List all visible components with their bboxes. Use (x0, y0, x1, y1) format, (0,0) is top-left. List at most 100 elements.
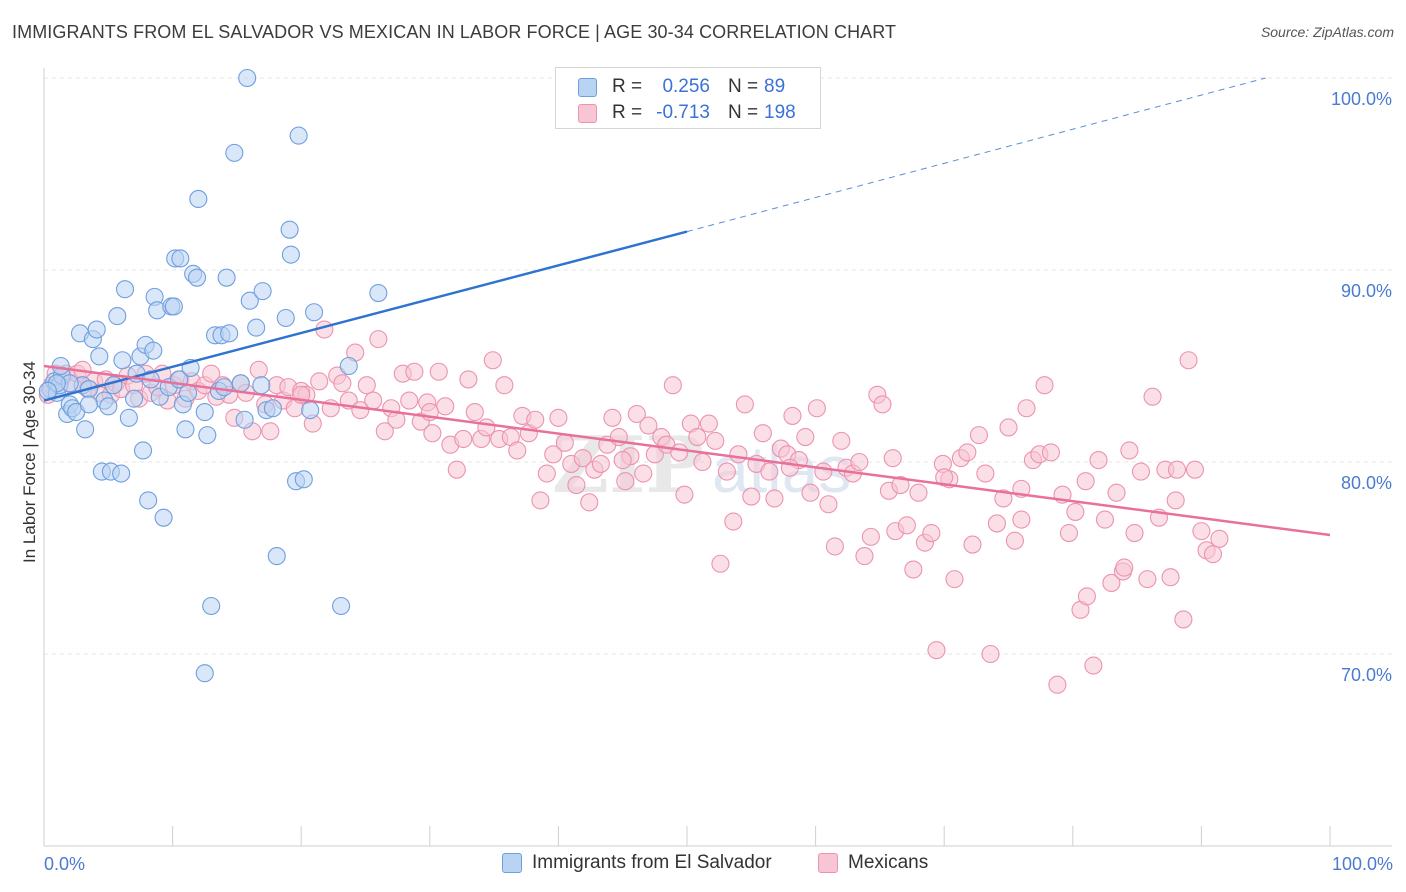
point-el-salvador (133, 441, 153, 460)
point-el-salvador (252, 376, 271, 395)
point-mexicans (202, 364, 221, 383)
point-el-salvador (139, 491, 158, 510)
correlation-legend: R = 0.256 N = 89 R = -0.713 N = 198 (555, 67, 821, 129)
y-tick-label: 90.0% (1341, 281, 1392, 301)
point-el-salvador (369, 283, 388, 303)
point-mexicans (537, 464, 556, 483)
point-mexicans (508, 441, 527, 460)
point-mexicans (544, 445, 563, 464)
point-mexicans (987, 514, 1006, 533)
point-mexicans (883, 449, 902, 468)
point-mexicans (1066, 502, 1085, 521)
point-el-salvador (79, 395, 99, 414)
point-mexicans (922, 523, 941, 543)
point-mexicans (1143, 387, 1162, 406)
legend-label-mexicans: Mexicans (848, 852, 929, 873)
legend-n-value: 198 (764, 102, 796, 123)
point-mexicans (999, 418, 1018, 437)
legend-swatch-blue (502, 853, 522, 873)
point-mexicans (555, 433, 574, 452)
point-mexicans (1210, 529, 1229, 548)
point-el-salvador (220, 324, 239, 343)
point-mexicans (801, 483, 820, 502)
point-el-salvador (198, 426, 217, 445)
point-mexicans (958, 443, 977, 462)
point-el-salvador (176, 420, 195, 439)
point-mexicans (1012, 510, 1031, 529)
point-mexicans (375, 422, 394, 441)
trend-lines (43, 77, 1331, 537)
point-el-salvador (115, 280, 135, 299)
point-mexicans (357, 376, 376, 395)
point-mexicans (688, 427, 707, 447)
legend-swatch-blue (578, 77, 597, 97)
point-mexicans (807, 399, 826, 418)
point-mexicans (897, 516, 916, 535)
point-mexicans (783, 406, 802, 425)
legend-r-value: -0.713 (656, 102, 710, 123)
point-mexicans (369, 330, 388, 349)
axes (43, 68, 1392, 847)
legend-n-label: N = (728, 76, 759, 97)
point-el-salvador (124, 389, 144, 408)
point-mexicans (861, 527, 880, 546)
point-mexicans (639, 416, 658, 435)
point-el-salvador (280, 220, 299, 239)
point-el-salvador (305, 303, 324, 322)
point-el-salvador (289, 126, 308, 145)
point-el-salvador (253, 282, 272, 301)
point-mexicans (675, 485, 694, 504)
legend-item-el-salvador: Immigrants from El Salvador (502, 852, 772, 874)
point-mexicans (1161, 568, 1180, 587)
point-el-salvador (263, 399, 282, 418)
point-el-salvador (281, 245, 300, 264)
point-el-salvador (76, 420, 95, 439)
trend-line-el-salvador-extension (686, 77, 1266, 233)
x-tick-label-min: 0.0% (44, 854, 85, 874)
point-mexicans (735, 395, 754, 414)
point-mexicans (333, 374, 352, 393)
point-mexicans (1179, 351, 1198, 370)
point-mexicans (526, 410, 545, 429)
point-el-salvador (294, 470, 313, 489)
point-el-salvador (214, 378, 234, 397)
point-el-salvador (202, 596, 221, 616)
point-mexicans (699, 414, 718, 433)
point-mexicans (459, 370, 478, 389)
point-mexicans (454, 429, 473, 449)
point-mexicans (1035, 376, 1054, 395)
point-mexicans (825, 537, 844, 556)
point-mexicans (1203, 545, 1223, 564)
point-mexicans (531, 491, 550, 510)
point-mexicans (969, 426, 988, 445)
point-mexicans (591, 454, 610, 473)
point-mexicans (729, 445, 748, 464)
x-tick-label-max: 100.0% (1332, 854, 1393, 874)
point-mexicans (249, 360, 268, 379)
point-el-salvador (235, 410, 254, 429)
legend-r-value: 0.256 (662, 76, 710, 97)
point-el-salvador (339, 356, 358, 376)
point-mexicans (765, 489, 784, 508)
point-mexicans (616, 472, 635, 491)
point-el-salvador (240, 291, 259, 310)
point-el-salvador (225, 143, 244, 162)
legend-item-mexicans: Mexicans (818, 852, 928, 874)
legend-swatch-pink (578, 103, 597, 123)
point-mexicans (1115, 558, 1134, 577)
point-mexicans (1102, 573, 1121, 593)
point-mexicans (706, 431, 725, 450)
point-mexicans (945, 570, 964, 589)
point-el-salvador (195, 403, 214, 422)
point-mexicans (1167, 460, 1187, 479)
point-mexicans (1089, 451, 1108, 470)
y-tick-label: 100.0% (1331, 89, 1392, 109)
legend-n-value: 89 (764, 76, 786, 97)
point-mexicans (465, 403, 484, 422)
point-mexicans (627, 404, 646, 424)
point-el-salvador (171, 249, 190, 268)
point-mexicans (549, 408, 568, 427)
point-mexicans (819, 495, 838, 514)
point-mexicans (447, 460, 466, 479)
